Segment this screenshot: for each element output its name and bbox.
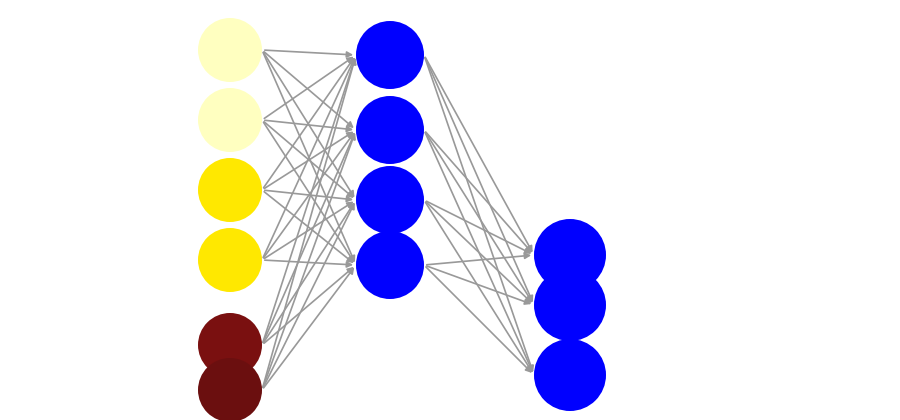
Circle shape — [534, 269, 606, 341]
Circle shape — [198, 18, 262, 82]
Circle shape — [356, 21, 424, 89]
Circle shape — [198, 228, 262, 292]
Circle shape — [356, 231, 424, 299]
Circle shape — [198, 158, 262, 222]
Circle shape — [198, 88, 262, 152]
Circle shape — [356, 166, 424, 234]
Circle shape — [356, 96, 424, 164]
Circle shape — [534, 219, 606, 291]
Circle shape — [198, 313, 262, 377]
Circle shape — [198, 358, 262, 420]
Circle shape — [534, 339, 606, 411]
